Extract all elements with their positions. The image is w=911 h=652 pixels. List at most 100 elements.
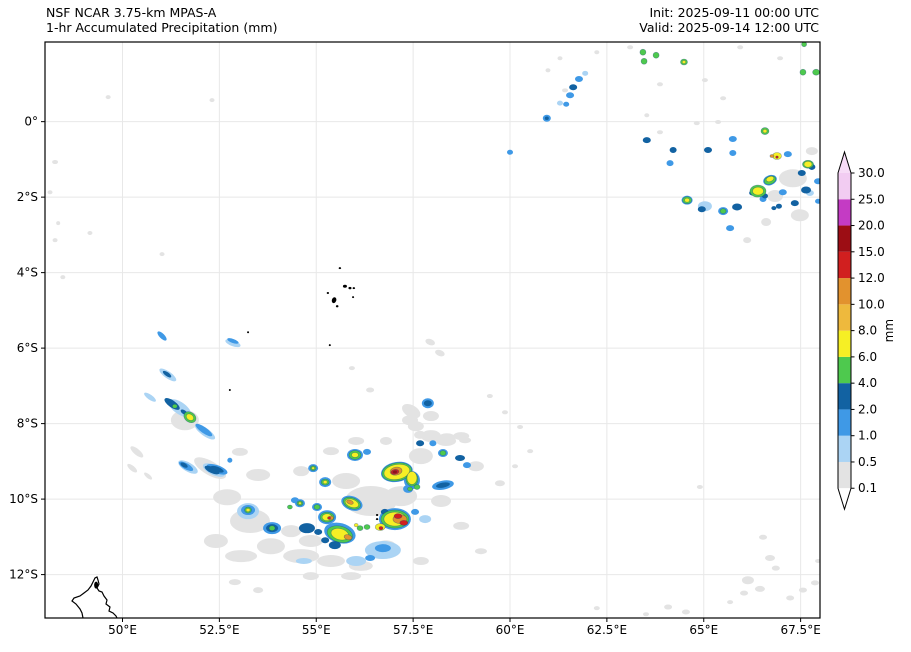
precip-blob [256, 538, 285, 555]
island [342, 284, 347, 288]
precip-blob [761, 218, 772, 227]
precip-blob [771, 206, 777, 211]
precip-blob [640, 57, 648, 65]
precip-blob [743, 237, 752, 244]
precip-blob [60, 275, 66, 280]
island [228, 389, 231, 392]
y-tick-label: 10°S [9, 492, 38, 506]
island [352, 287, 356, 290]
precip-blob [494, 480, 505, 487]
precip-blob [47, 190, 53, 195]
y-tick-label: 8°S [17, 417, 38, 431]
precip-blob [704, 146, 713, 153]
plot-frame [44, 41, 821, 619]
precip-blob [643, 612, 650, 617]
precip-blob [185, 413, 194, 421]
precip-blob [407, 421, 424, 432]
colorbar-over-arrow [838, 152, 851, 173]
precip-blob [726, 225, 735, 232]
precip-blob [593, 606, 600, 611]
precip-blob [353, 523, 359, 528]
precip-blob [268, 525, 276, 531]
precip-blob [422, 411, 439, 422]
colorbar-segment [838, 409, 851, 436]
precip-blob [346, 556, 367, 567]
island [352, 296, 355, 299]
precip-blob [399, 520, 409, 526]
precip-blob [245, 508, 251, 513]
y-tick-label: 0° [24, 115, 38, 129]
precip-blob [159, 252, 165, 257]
precip-blob [253, 587, 264, 594]
precip-blob [740, 590, 749, 596]
precip-blob [697, 206, 706, 213]
precip-blob [341, 572, 362, 581]
precip-blob [332, 472, 361, 489]
precip-blob [769, 154, 775, 158]
precip-blob [439, 450, 447, 456]
precip-blob [696, 485, 703, 490]
precip-blob [684, 197, 690, 203]
precip-blob [754, 585, 765, 592]
precip-blob [701, 78, 708, 83]
precip-blob [393, 513, 403, 519]
precip-blob [582, 70, 589, 76]
colorbar-tick-label: 0.5 [858, 455, 877, 469]
precip-blob [302, 572, 319, 581]
precip-blob [431, 494, 452, 507]
precip-blob [227, 457, 233, 463]
colorbar: 0.1 0.5 1.0 2.0 4.0 6.0 8.0 10.0 12.0 15.0 20.0 25.… [837, 150, 896, 511]
precip-blob [566, 92, 575, 99]
precip-blob [527, 449, 534, 454]
precip-blob [287, 504, 293, 510]
precip-blob [419, 515, 432, 524]
precip-blob [797, 169, 806, 176]
colorbar-tick-label: 6.0 [858, 350, 877, 364]
precip-blob [293, 466, 310, 477]
precip-blob [436, 435, 457, 446]
precip-blob [314, 528, 323, 535]
precip-blob [569, 84, 578, 91]
island [348, 286, 352, 290]
precip-blob [812, 68, 820, 76]
precip-blob [408, 448, 433, 465]
precip-blob [778, 189, 787, 196]
precip-blob [346, 499, 354, 505]
precip-blob [363, 524, 371, 530]
colorbar-units-label: mm [882, 319, 896, 342]
precip-blob [366, 387, 375, 393]
precip-blob [343, 534, 353, 541]
colorbar-segment [838, 435, 851, 462]
precip-blob [803, 160, 813, 168]
precip-blob [759, 534, 768, 540]
precip-blob [594, 50, 600, 55]
precip-blob [402, 403, 421, 419]
colorbar-tick-label: 25.0 [858, 192, 885, 206]
precip-blob [814, 178, 820, 185]
precip-blob [453, 521, 470, 530]
colorbar-under-arrow [838, 488, 851, 510]
precip-blob [627, 45, 634, 50]
colorbar-segment [838, 383, 851, 410]
precip-blob [783, 151, 792, 158]
precip-blob [642, 137, 651, 144]
island [338, 267, 342, 270]
precip-blob [144, 392, 156, 402]
precip-blob [162, 370, 172, 378]
precip-blob [328, 541, 341, 550]
colorbar-segment [838, 356, 851, 384]
precip-blob [729, 149, 737, 156]
colorbar-segment [838, 199, 851, 226]
precip-blob [298, 534, 323, 547]
precip-blob [544, 116, 549, 121]
precip-blob [790, 209, 809, 222]
precip-blob [799, 68, 807, 76]
precip-blob [693, 121, 700, 126]
precip-blob [556, 100, 563, 106]
precip-blob [453, 432, 470, 441]
precip-blob [429, 440, 437, 447]
precip-blob [298, 501, 302, 505]
precip-blob [715, 120, 722, 125]
precip-blob [801, 42, 807, 48]
